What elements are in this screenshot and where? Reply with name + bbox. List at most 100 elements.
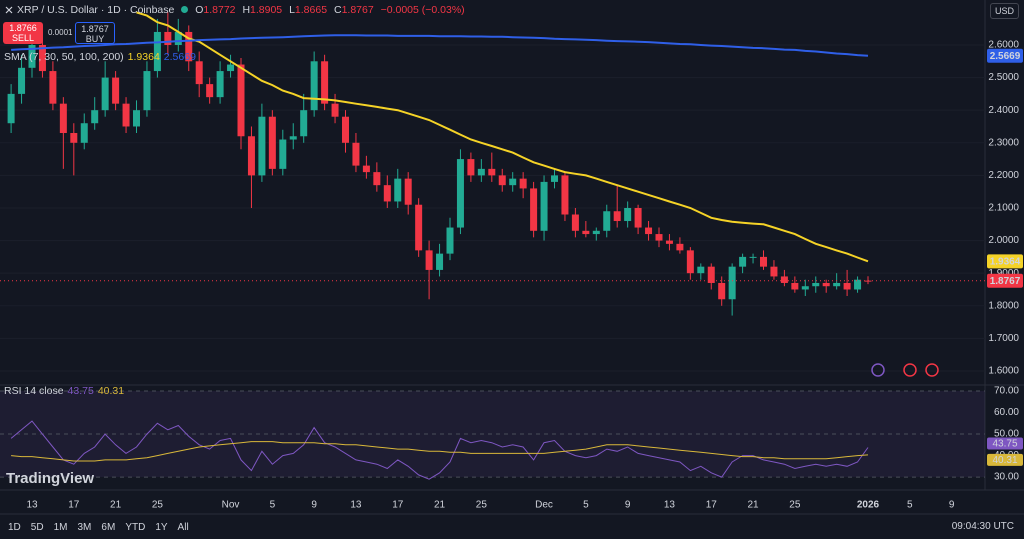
candle-body [415,204,423,251]
candle-body [665,240,673,244]
candle-body [551,175,558,182]
y-tick-label: 2.6000 [988,40,1019,51]
timeframe-button[interactable]: 3M [77,522,92,533]
sell-price: 1.8766 [9,23,37,33]
status-dot [181,6,189,13]
y-tick-label: 2.2000 [988,170,1019,181]
timeframe-button[interactable]: 1M [53,522,68,533]
rsi-tag-label: 43.75 [992,439,1017,450]
candle-body [488,168,496,176]
candle-body [498,175,506,186]
timeframe-button[interactable]: 6M [101,522,116,533]
candle-body [843,282,851,290]
currency-button[interactable]: USD [990,3,1020,19]
sell-label: SELL [11,33,35,43]
timeframe-button[interactable]: All [177,522,189,533]
candle-body [258,116,266,176]
clock: 09:04:30 UTC [951,521,1014,532]
candle-body [7,93,15,124]
price-tag-label: 1.8767 [990,276,1021,287]
candle-body [352,142,360,166]
timeframe-button[interactable]: 5D [30,522,44,533]
buy-button[interactable]: 1.8767 BUY [75,22,115,44]
sma-tag [987,254,1023,269]
candle-body [509,178,517,186]
y-tick-label: 1.6000 [988,366,1019,377]
y-tick-label: 2.3000 [988,137,1019,148]
rsi-tag [987,437,1023,450]
candle-body [718,282,726,300]
x-tick-label: Dec [535,500,553,511]
candle-body [697,266,705,274]
timeframe-button[interactable]: 1Y [155,522,168,533]
candle-body [321,61,329,104]
sell-button[interactable]: 1.8766 SELL [3,22,43,44]
candle-body [143,71,151,111]
sma-line [11,34,869,57]
candle-body [404,178,412,205]
close-icon[interactable] [4,5,14,15]
rsi-title[interactable]: RSI 14 close [4,385,64,397]
symbol[interactable]: XRP / U.S. Dollar · 1D · Coinbase [17,4,175,16]
candle-body [133,110,140,127]
y-tick-label: 50.00 [994,429,1019,440]
candle-body [174,31,182,45]
sma-tag-label: 1.9364 [990,256,1021,267]
candle-body [519,178,527,189]
candle-body [530,188,538,231]
candle-body [91,110,99,124]
candle-body [38,44,46,72]
indicator-name[interactable]: SMA (7, 30, 50, 100, 200) [4,51,124,63]
timeframe-button[interactable]: YTD [125,522,146,533]
candle-body [310,61,318,111]
ohlc-label: O [195,4,204,16]
candle-body [822,282,830,287]
candle-body [342,116,349,143]
y-tick-label: 2.1000 [988,203,1019,214]
y-tick-label: 30.00 [994,472,1019,483]
x-tick-label: 21 [110,500,122,511]
rsi-value: 43.75 [67,385,94,397]
x-tick-label: 25 [152,500,164,511]
candle-body [237,64,245,137]
candle-body [383,185,391,202]
candle-body [540,181,548,231]
rsi-line [11,441,869,462]
sma-tag [987,48,1023,63]
event-icon [925,363,939,377]
candle-body [477,168,485,176]
ohlc-label: C [333,4,342,16]
candle-body [634,207,642,228]
x-tick-label: 13 [664,500,676,511]
candle-body [812,282,820,287]
y-tick-label: 60.00 [994,407,1019,418]
y-tick-label: 2.0000 [988,235,1019,246]
candle-body [770,266,778,277]
candle-body [739,256,747,267]
candle-body [571,214,579,231]
change: −0.0005 (−0.03%) [380,4,465,16]
candle-body [247,136,255,176]
x-tick-label: 17 [706,500,718,511]
candle-body [268,116,276,169]
y-tick-label: 1.8000 [988,300,1019,311]
candle-body [582,230,590,235]
candle-body [18,67,26,94]
timeframe-button[interactable]: 1D [8,522,21,533]
indicator-legend: SMA (7, 30, 50, 100, 200) 1.9364 2.5669 [4,51,200,63]
candle-body [613,211,621,222]
event-icon [871,363,885,377]
candle-body [592,230,600,235]
x-tick-label: 5 [583,500,589,511]
x-tick-label: Nov [222,500,240,511]
x-tick-label: 25 [789,500,801,511]
indicator-value: 2.5669 [163,51,196,63]
candle-body [655,234,663,241]
x-tick-label: 21 [747,500,759,511]
candle-body [760,256,767,267]
spread: 0.0001 [48,28,73,37]
rsi-tag-label: 40.31 [992,455,1017,466]
sma-line [136,11,869,263]
candle-body [185,31,193,62]
